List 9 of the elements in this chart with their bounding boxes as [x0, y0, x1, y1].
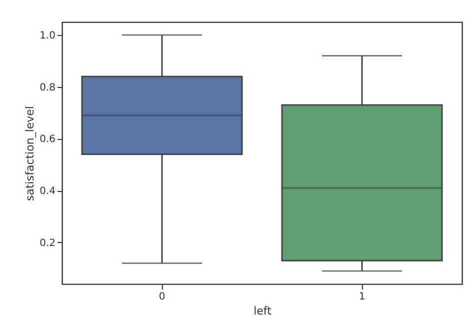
- y-tick-label: 0.6: [40, 134, 56, 146]
- y-tick-label: 0.4: [40, 186, 56, 198]
- x-tick-label: 0: [158, 292, 166, 302]
- y-tick-label: 0.2: [40, 238, 56, 249]
- y-tick-label: 0.8: [40, 82, 56, 94]
- y-tick-label: 1.0: [40, 30, 56, 42]
- x-axis-title: left: [254, 304, 272, 318]
- x-tick-label: 1: [358, 292, 366, 302]
- y-axis-title: satisfaction_level: [24, 106, 37, 201]
